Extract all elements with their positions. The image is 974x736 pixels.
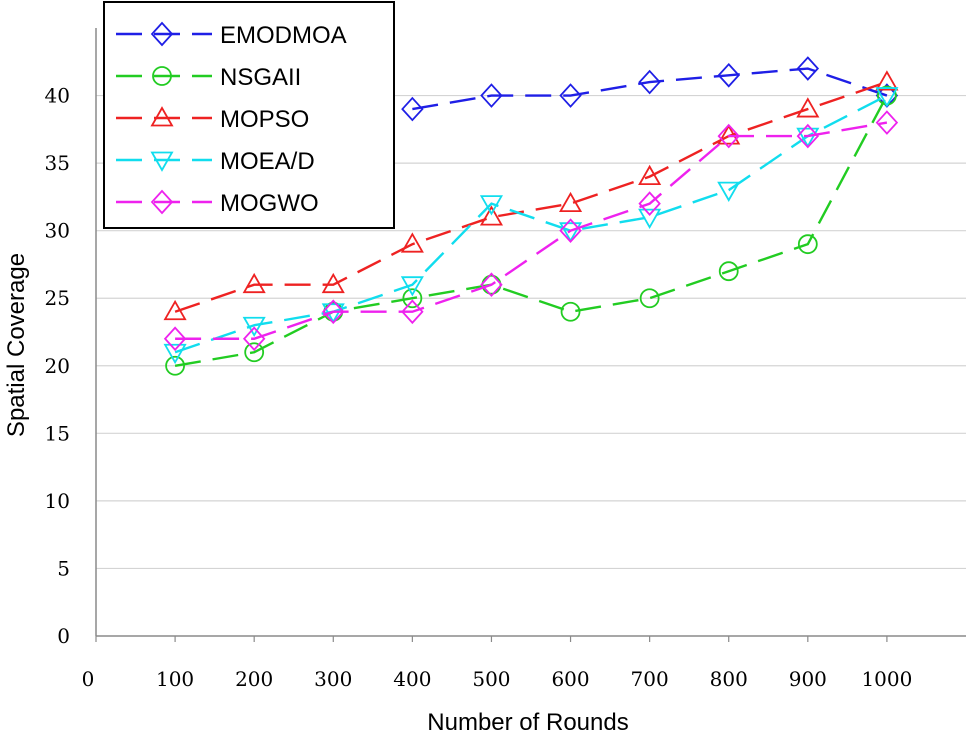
x-tick-label: 200 <box>235 667 273 691</box>
x-tick-label: 400 <box>393 667 431 691</box>
x-tick-label: 0 <box>82 667 95 691</box>
data-point <box>150 21 174 47</box>
data-point <box>242 316 266 338</box>
data-point <box>401 299 424 325</box>
legend-label: MOPSO <box>220 106 309 133</box>
y-tick-label: 25 <box>45 286 70 310</box>
data-point <box>875 87 899 108</box>
x-tick-label: 500 <box>472 667 510 691</box>
data-point <box>638 69 661 95</box>
legend-label: MOGWO <box>220 190 319 217</box>
y-tick-label: 10 <box>45 489 70 513</box>
legend: EMODMOA NSGAII MOPSO MOEA/D MOGWO <box>103 1 395 229</box>
data-point <box>400 276 424 297</box>
series-line <box>174 80 888 313</box>
legend-label: NSGAII <box>220 64 301 91</box>
y-axis-label: Spatial Coverage <box>3 253 30 437</box>
y-tick-labels: 0 5 10 15 20 25 30 35 40 <box>45 84 70 648</box>
x-tick-label: 300 <box>314 667 352 691</box>
series-moea-d <box>163 87 899 365</box>
series-line <box>174 94 888 354</box>
series-emodmoa <box>401 56 899 122</box>
series-line <box>174 94 888 367</box>
data-point <box>638 164 662 186</box>
data-point <box>244 342 265 363</box>
data-point <box>163 299 187 321</box>
data-point <box>875 70 899 91</box>
data-point <box>242 326 266 352</box>
data-point <box>402 288 423 309</box>
data-point <box>559 83 582 108</box>
data-point <box>796 97 820 118</box>
x-tick-label: 100 <box>156 667 194 691</box>
x-tick-label: 600 <box>551 667 589 691</box>
data-point <box>717 124 741 145</box>
data-point <box>321 272 345 294</box>
data-point <box>796 56 820 81</box>
data-point <box>480 83 503 108</box>
legend-item: EMODMOA <box>116 21 347 49</box>
x-axis-label: Number of Rounds <box>427 709 628 736</box>
legend-item: MOPSO <box>116 106 309 133</box>
y-tick-label: 20 <box>45 354 70 378</box>
data-point <box>639 288 660 309</box>
data-point <box>558 222 583 243</box>
data-point <box>559 218 582 244</box>
data-point <box>152 66 172 86</box>
data-point <box>163 343 187 365</box>
y-tick-label: 35 <box>45 151 70 175</box>
legend-item: MOEA/D <box>116 148 315 175</box>
series-line <box>412 67 888 111</box>
y-tick-label: 5 <box>57 556 70 580</box>
y-tick-label: 0 <box>57 624 70 648</box>
data-point <box>717 123 740 149</box>
data-point <box>242 272 266 294</box>
data-point <box>638 191 661 216</box>
data-point <box>400 232 424 253</box>
data-point <box>717 181 741 202</box>
data-point <box>163 326 187 352</box>
y-tick-label: 40 <box>45 84 70 108</box>
data-point <box>797 234 818 255</box>
legend-item: NSGAII <box>116 64 301 91</box>
data-point <box>560 301 581 322</box>
data-point <box>479 205 504 226</box>
data-point <box>150 151 174 172</box>
x-tick-label: 1000 <box>861 667 912 691</box>
data-point <box>322 299 345 325</box>
data-point <box>479 195 504 216</box>
data-point <box>638 208 662 229</box>
x-tick-label: 800 <box>710 667 748 691</box>
legend-label: EMODMOA <box>220 22 347 49</box>
legend-box <box>103 1 395 229</box>
data-point <box>401 96 424 122</box>
y-tick-label: 30 <box>45 219 70 243</box>
series-line <box>175 121 888 340</box>
axes <box>95 28 966 642</box>
series-group <box>163 56 899 376</box>
data-point <box>165 355 185 376</box>
series-mogwo <box>163 110 899 352</box>
data-point <box>480 272 503 298</box>
data-point <box>717 62 740 88</box>
data-point <box>558 191 583 213</box>
data-point <box>875 110 899 135</box>
x-tick-labels: 0 100 200 300 400 500 600 700 800 900 1000 <box>82 667 913 691</box>
x-tick-label: 900 <box>789 667 827 691</box>
y-tick-label: 15 <box>45 421 70 445</box>
legend-label: MOEA/D <box>220 148 315 175</box>
data-point <box>796 123 820 149</box>
data-point <box>150 106 174 127</box>
series-mopso <box>163 70 899 321</box>
data-point <box>718 261 739 282</box>
data-point <box>796 127 820 148</box>
x-tick-label: 700 <box>631 667 669 691</box>
legend-item: MOGWO <box>116 189 319 217</box>
data-point <box>150 189 174 215</box>
